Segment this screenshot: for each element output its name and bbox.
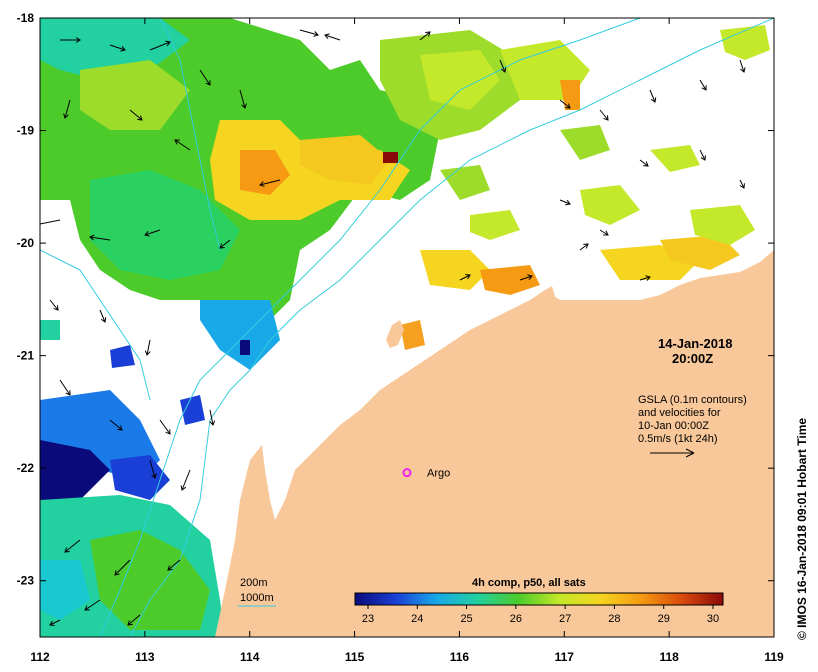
colorbar-tick-label: 29 <box>658 613 670 625</box>
velocity-arrow <box>159 419 171 435</box>
longitude-axis: 112 113 114 115 116 117 118 119 <box>30 18 784 664</box>
velocity-arrow <box>167 559 181 571</box>
velocity-arrow <box>89 234 111 241</box>
lon-tick-label: 117 <box>555 650 575 664</box>
lat-tick-label: -23 <box>17 574 35 588</box>
velocity-arrow <box>144 229 161 237</box>
velocity-scale-arrow <box>650 448 695 458</box>
lon-tick-label: 115 <box>345 650 365 664</box>
velocity-arrow <box>40 219 61 225</box>
plot-frame <box>39 17 775 638</box>
velocity-arrow <box>199 69 211 86</box>
island <box>386 320 404 348</box>
velocity-arrow <box>559 199 571 206</box>
land-mass <box>215 250 774 637</box>
contour-offshore <box>159 18 221 251</box>
velocity-arrow <box>59 379 71 396</box>
timestamp-time: 20:00Z <box>672 351 713 366</box>
velocity-arrow <box>180 469 191 491</box>
velocity-arrow <box>109 44 126 52</box>
velocity-arrow <box>149 40 171 51</box>
velocity-arrow <box>419 31 431 41</box>
velocity-arrow <box>114 559 131 576</box>
lat-tick-label: -19 <box>17 124 35 138</box>
lat-tick-label: -20 <box>17 236 35 250</box>
velocity-arrow <box>63 99 71 119</box>
gsla-note-line3: 10-Jan 00:00Z <box>638 420 709 432</box>
velocity-arrow <box>149 459 157 479</box>
legend-1000m-label: 1000m <box>240 592 274 604</box>
velocity-arrow <box>109 419 123 431</box>
velocity-arrow <box>559 99 571 109</box>
argo-float-icon[interactable] <box>402 468 412 478</box>
velocity-arrow <box>699 149 706 161</box>
velocity-arrow <box>49 299 59 311</box>
colorbar-title: 4h comp, p50, all sats <box>472 577 586 589</box>
velocity-arrow <box>519 274 533 281</box>
velocity-arrow <box>599 109 609 121</box>
contour-1000m <box>99 18 641 637</box>
velocity-arrow <box>49 619 61 626</box>
velocity-arrow <box>739 59 746 73</box>
colorbar-tick-label: 27 <box>559 613 571 625</box>
side-credit: © IMOS 16-Jan-2018 09:01 Hobart Time <box>795 418 809 640</box>
velocity-arrow <box>129 109 143 121</box>
gsla-note-line2: and velocities for <box>638 407 721 419</box>
lat-tick-label: -18 <box>17 11 35 25</box>
velocity-arrow <box>259 179 281 187</box>
velocity-arrow <box>299 29 319 37</box>
velocity-arrow <box>739 179 745 189</box>
velocity-arrow <box>324 33 341 41</box>
velocity-arrow <box>459 274 471 281</box>
colorbar-tick-label: 30 <box>707 613 719 625</box>
lon-tick-label: 114 <box>240 650 260 664</box>
velocity-arrow <box>239 89 247 109</box>
colorbar-tick-label: 23 <box>362 613 374 625</box>
velocity-arrow <box>219 239 231 249</box>
velocity-arrow <box>599 229 609 236</box>
argo-marker[interactable]: Argo <box>402 468 451 480</box>
lon-tick-label: 113 <box>135 650 155 664</box>
contour-200m <box>129 18 774 637</box>
colorbar <box>354 592 724 606</box>
velocity-arrow <box>579 243 589 251</box>
lat-tick-label: -21 <box>17 349 35 363</box>
velocity-arrow <box>639 159 649 167</box>
velocity-arrow <box>60 37 81 43</box>
velocity-arrow <box>699 79 707 91</box>
colorbar-tick-label: 25 <box>460 613 472 625</box>
sst-patches <box>40 18 770 637</box>
timestamp-date: 14-Jan-2018 <box>658 336 732 351</box>
lon-tick-label: 116 <box>450 650 470 664</box>
colorbar-ticks: 23 24 25 26 27 28 29 30 <box>362 605 719 625</box>
velocity-arrow <box>99 309 107 323</box>
velocity-arrow <box>499 59 507 73</box>
velocity-arrow <box>639 275 651 281</box>
velocity-arrow <box>144 339 151 356</box>
latitude-axis: -18 -19 -20 -21 -22 -23 <box>17 11 774 588</box>
legend-200m-label: 200m <box>240 577 268 589</box>
colorbar-tick-label: 28 <box>608 613 620 625</box>
velocity-arrows <box>40 29 746 626</box>
island <box>545 286 556 304</box>
colorbar-tick-label: 24 <box>411 613 423 625</box>
gsla-note-line1: GSLA (0.1m contours) <box>638 394 747 406</box>
argo-label: Argo <box>427 468 450 480</box>
velocity-arrow <box>84 599 101 611</box>
lon-tick-label: 118 <box>659 650 679 664</box>
gsla-note-line4: 0.5m/s (1kt 24h) <box>638 433 717 445</box>
velocity-arrow <box>64 539 81 553</box>
velocity-arrow <box>174 139 191 151</box>
lon-tick-label: 112 <box>30 650 50 664</box>
contour-offshore <box>40 249 151 401</box>
velocity-arrow <box>127 614 141 626</box>
velocity-arrow <box>209 409 216 426</box>
velocity-arrow <box>649 89 657 103</box>
lat-tick-label: -22 <box>17 461 35 475</box>
colorbar-tick-label: 26 <box>510 613 522 625</box>
lon-tick-label: 119 <box>764 650 784 664</box>
